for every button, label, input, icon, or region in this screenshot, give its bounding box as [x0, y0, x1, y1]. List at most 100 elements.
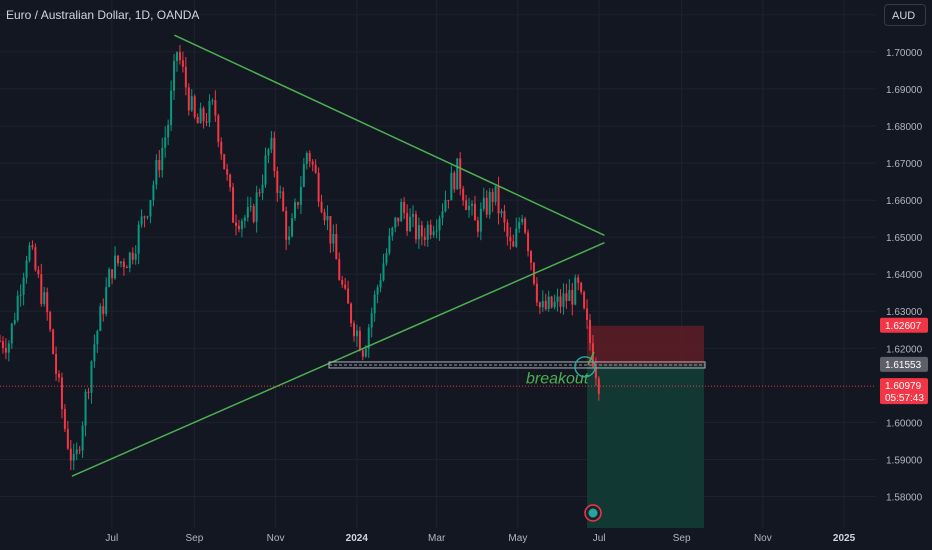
- candle-body: [456, 158, 459, 190]
- candle: [37, 265, 40, 279]
- candle: [412, 205, 414, 228]
- candle-body: [288, 236, 291, 240]
- candle-body: [320, 201, 323, 213]
- candle-body: [208, 100, 211, 123]
- candle-body: [373, 294, 376, 314]
- candle: [367, 324, 370, 358]
- candle: [96, 329, 99, 354]
- candle-body: [55, 353, 58, 374]
- candle: [102, 298, 105, 322]
- candle-body: [497, 185, 500, 214]
- candle: [43, 286, 46, 307]
- candle: [388, 228, 391, 256]
- candle-body: [246, 207, 249, 218]
- candle-body: [358, 330, 361, 351]
- candle: [196, 113, 199, 124]
- candle-body: [550, 296, 553, 308]
- candle: [435, 219, 438, 239]
- time-tick-label: 2024: [346, 533, 369, 544]
- candle: [350, 302, 353, 327]
- candle-body: [173, 60, 176, 91]
- candle-body: [473, 203, 476, 221]
- candle: [423, 227, 426, 247]
- candle-body: [355, 330, 358, 337]
- candle: [170, 80, 173, 132]
- candle-body: [423, 236, 426, 240]
- candle: [264, 147, 267, 188]
- candle-body: [509, 236, 512, 242]
- candle: [468, 197, 471, 218]
- candle: [441, 203, 444, 226]
- candle: [84, 388, 87, 437]
- candle-body: [34, 247, 37, 270]
- time-axis[interactable]: Jul Sep Nov 2024 Mar May Jul Sep Nov 2025: [105, 533, 855, 544]
- candle-body: [114, 255, 117, 279]
- candle-body: [305, 153, 308, 165]
- candle: [394, 216, 397, 233]
- candle: [565, 283, 568, 310]
- candle-body: [547, 296, 550, 310]
- candle-body: [388, 235, 391, 253]
- price-badge-stop: [880, 317, 928, 333]
- candle: [252, 203, 255, 224]
- candle-body: [350, 303, 353, 324]
- candle: [78, 446, 81, 455]
- candle-body: [43, 292, 46, 304]
- candle: [282, 187, 285, 212]
- candle-body: [52, 329, 55, 354]
- candle-body: [93, 344, 96, 362]
- candle-body: [220, 141, 223, 155]
- candle-body: [66, 429, 69, 449]
- candle: [506, 219, 509, 246]
- currency-button[interactable]: AUD: [884, 4, 926, 26]
- candle: [538, 301, 541, 314]
- candle: [55, 346, 58, 382]
- candle: [326, 205, 329, 231]
- candle-body: [518, 222, 521, 229]
- price-tick-label: 1.58000: [886, 493, 923, 504]
- candle: [52, 328, 55, 355]
- candle: [229, 173, 232, 192]
- candle: [155, 154, 158, 190]
- candle-body: [270, 137, 273, 150]
- symbol-title[interactable]: Euro / Australian Dollar, 1D, OANDA: [6, 8, 200, 22]
- candle-body: [249, 206, 252, 208]
- candle-body: [128, 252, 131, 268]
- candle-body: [111, 269, 114, 279]
- candle: [562, 283, 565, 315]
- price-tick-label: 1.63000: [886, 307, 923, 318]
- candle: [114, 246, 117, 280]
- candle-body: [515, 228, 518, 247]
- time-tick-label: Jul: [105, 533, 118, 544]
- candle-body: [341, 279, 344, 285]
- candle-body: [176, 52, 178, 61]
- candle: [13, 312, 16, 326]
- price-tick-label: 1.59000: [886, 455, 923, 466]
- candle: [63, 404, 66, 432]
- candle-body: [344, 284, 347, 289]
- time-tick-label: Nov: [267, 533, 285, 544]
- candle-body: [367, 327, 370, 349]
- candle-body: [391, 227, 394, 236]
- candle: [497, 176, 500, 225]
- price-tick-label: 1.69000: [886, 85, 923, 96]
- candle: [320, 194, 323, 214]
- candle-body: [149, 200, 152, 217]
- candle: [232, 182, 235, 223]
- candle: [40, 263, 43, 307]
- candle: [459, 152, 462, 196]
- candle: [184, 57, 187, 96]
- candle-body: [397, 217, 400, 222]
- candle: [10, 322, 13, 349]
- candle-body: [302, 164, 305, 187]
- candle: [258, 188, 261, 197]
- candle: [60, 372, 63, 419]
- candle: [28, 242, 31, 263]
- time-tick-label: Mar: [428, 533, 446, 544]
- candle-body: [568, 290, 571, 301]
- candle: [181, 51, 184, 73]
- candle-body: [261, 184, 264, 194]
- candle: [488, 188, 491, 219]
- candle-body: [524, 218, 527, 233]
